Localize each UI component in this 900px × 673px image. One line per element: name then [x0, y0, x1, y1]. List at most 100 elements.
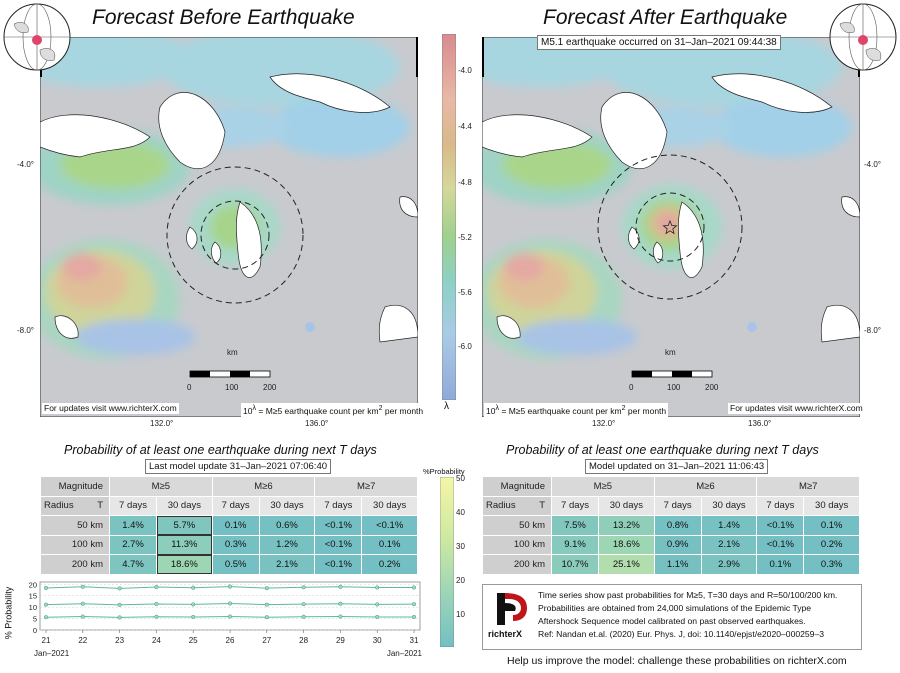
table-row: 50 km 1.4% 5.7% 0.1% 0.6% <0.1% <0.1%	[40, 515, 418, 536]
series-point	[117, 602, 122, 607]
left-lambda-note: 10λ = M≥5 earthquake count per km2 per m…	[241, 403, 426, 417]
right-lat-tick-8: -8.0°	[864, 326, 881, 335]
series-point	[301, 585, 306, 590]
prob-cell: 0.1%	[756, 554, 805, 575]
footer-link[interactable]: Help us improve the model: challenge the…	[507, 655, 847, 667]
mag-m7-header: M≥7	[756, 476, 860, 497]
period-header: 7 days	[653, 495, 702, 516]
radius-t-header: Radius T	[40, 495, 110, 516]
y-tick-label: 15	[29, 592, 37, 601]
series-point	[43, 602, 49, 607]
prob-cell: <0.1%	[314, 515, 363, 536]
x-tick-label: 28	[299, 636, 308, 645]
left-scale-tick-0: 0	[187, 383, 192, 392]
x-tick-label: 23	[115, 636, 124, 645]
table-row: 100 km 2.7% 11.3% 0.3% 1.2% <0.1% 0.1%	[40, 534, 418, 555]
left-lon-tick-132: 132.0°	[150, 419, 174, 428]
period-header: 30 days	[598, 495, 655, 516]
series-point	[80, 584, 85, 589]
lambda-tick-3: -5.2	[458, 233, 472, 242]
map-before[interactable]	[40, 37, 418, 417]
table-row: 50 km 7.5% 13.2% 0.8% 1.4% <0.1% 0.1%	[482, 515, 860, 536]
period-header: 30 days	[803, 495, 860, 516]
lambda-colorbar	[442, 34, 456, 400]
right-table-update: Model updated on 31–Jan–2021 11:06:43	[585, 459, 769, 474]
prob-cell: <0.1%	[756, 534, 805, 555]
x-tick-label: 30	[373, 636, 382, 645]
period-header: 7 days	[756, 495, 805, 516]
radius-label: 100 km	[482, 534, 552, 555]
radius-label: 200 km	[482, 554, 552, 575]
period-header: 30 days	[700, 495, 758, 516]
chart-ylabel: % Probability	[3, 586, 14, 640]
lambda-tick-2: -4.8	[458, 178, 472, 187]
series-point	[117, 586, 122, 591]
prob-cell: 0.1%	[803, 515, 860, 536]
y-tick-label: 10	[29, 603, 37, 612]
prob-tick-50: 50	[456, 474, 465, 483]
series-point	[375, 585, 380, 590]
event-label: M5.1 earthquake occurred on 31–Jan–2021 …	[537, 35, 781, 50]
prob-cell: 13.2%	[598, 515, 655, 536]
info-line: Ref: Nandan et.al. (2020) Eur. Phys. J, …	[538, 629, 825, 639]
series-point	[154, 584, 159, 590]
chart-frame	[39, 581, 421, 631]
series-point	[411, 585, 417, 590]
series-point	[117, 615, 122, 620]
series-point	[154, 601, 159, 606]
period-header: 30 days	[361, 495, 418, 516]
left-scale-tick-100: 100	[225, 383, 239, 392]
mag-m7-header: M≥7	[314, 476, 418, 497]
left-updates-note: For updates visit www.richterX.com	[42, 403, 179, 414]
magnitude-header: Magnitude	[40, 476, 110, 497]
info-text: Time series show past probabilities for …	[538, 589, 837, 641]
prob-cell: 4.7%	[108, 554, 158, 575]
mag-m5-header: M≥5	[551, 476, 655, 497]
series-point	[264, 586, 269, 591]
richterx-logo-icon	[497, 593, 527, 625]
series-point	[338, 601, 343, 606]
globe-icon-left	[3, 3, 71, 71]
prob-cell: 0.3%	[803, 554, 860, 575]
series-point	[227, 584, 233, 589]
left-prob-table: Magnitude M≥5 M≥6 M≥7 Radius T 7 days 30 …	[40, 476, 418, 575]
series-point	[43, 585, 49, 590]
right-lat-tick-4: -4.0°	[864, 160, 881, 169]
series-point	[411, 602, 417, 607]
radius-label: 100 km	[40, 534, 110, 555]
series-point	[338, 584, 343, 589]
table-row: 200 km 4.7% 18.6% 0.5% 2.1% <0.1% 0.2%	[40, 554, 418, 575]
x-tick-label: 25	[189, 636, 198, 645]
prob-cell: 2.7%	[108, 534, 158, 555]
x-tick-label: 22	[78, 636, 87, 645]
richterx-logo-text: richterX	[488, 629, 523, 639]
prob-cell: 0.5%	[211, 554, 260, 575]
x-tick-label: 21	[42, 636, 51, 645]
period-header: 7 days	[108, 495, 158, 516]
right-scale-tick-200: 200	[705, 383, 719, 392]
x-tick-label: 26	[226, 636, 235, 645]
prob-cell: 0.1%	[361, 534, 418, 555]
series-point	[338, 614, 343, 619]
x-tick-label: 24	[152, 636, 161, 645]
prob-cell: <0.1%	[314, 534, 363, 555]
period-header: 7 days	[550, 495, 600, 516]
period-header: 30 days	[258, 495, 316, 516]
prob-cell: 0.1%	[211, 515, 260, 536]
map-after[interactable]	[482, 37, 860, 417]
prob-cell: 18.6%	[598, 534, 655, 555]
magnitude-header: Magnitude	[482, 476, 552, 497]
prob-cell: 11.3%	[156, 534, 213, 555]
prob-cell: 1.4%	[700, 515, 758, 536]
prob-cell: 1.4%	[108, 515, 158, 536]
info-line: Probabilities are obtained from 24,000 s…	[538, 603, 812, 613]
right-lon-tick-132: 132.0°	[592, 419, 616, 428]
prob-colorbar	[440, 477, 454, 647]
left-lat-tick-8: -8.0°	[17, 326, 34, 335]
right-updates-note: For updates visit www.richterX.com	[728, 403, 865, 414]
prob-tick-30: 30	[456, 542, 465, 551]
mag-m6-header: M≥6	[653, 476, 758, 497]
prob-cell: 5.7%	[156, 515, 213, 536]
lambda-label: λ	[444, 401, 449, 412]
radius-label: 50 km	[40, 515, 110, 536]
